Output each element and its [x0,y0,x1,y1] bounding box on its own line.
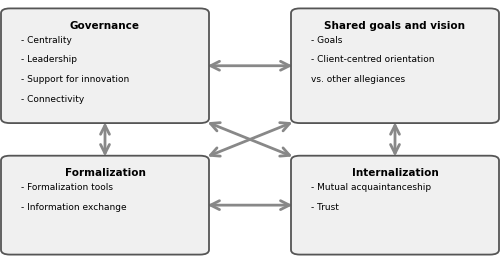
Text: - Connectivity: - Connectivity [21,95,84,104]
Text: - Formalization tools: - Formalization tools [21,183,113,192]
Text: - Support for innovation: - Support for innovation [21,75,129,84]
Text: vs. other allegiances: vs. other allegiances [311,75,405,84]
Text: - Leadership: - Leadership [21,55,77,64]
Text: - Goals: - Goals [311,36,342,44]
Text: Formalization: Formalization [64,168,146,178]
Text: - Mutual acquaintanceship: - Mutual acquaintanceship [311,183,431,192]
FancyBboxPatch shape [291,8,499,123]
Text: - Information exchange: - Information exchange [21,203,126,211]
Text: Governance: Governance [70,21,140,31]
Text: - Trust: - Trust [311,203,339,211]
Text: - Client-centred orientation: - Client-centred orientation [311,55,434,64]
Text: Shared goals and vision: Shared goals and vision [324,21,466,31]
Text: - Centrality: - Centrality [21,36,72,44]
FancyBboxPatch shape [1,8,209,123]
Text: Internalization: Internalization [352,168,438,178]
FancyBboxPatch shape [291,156,499,255]
FancyBboxPatch shape [1,156,209,255]
